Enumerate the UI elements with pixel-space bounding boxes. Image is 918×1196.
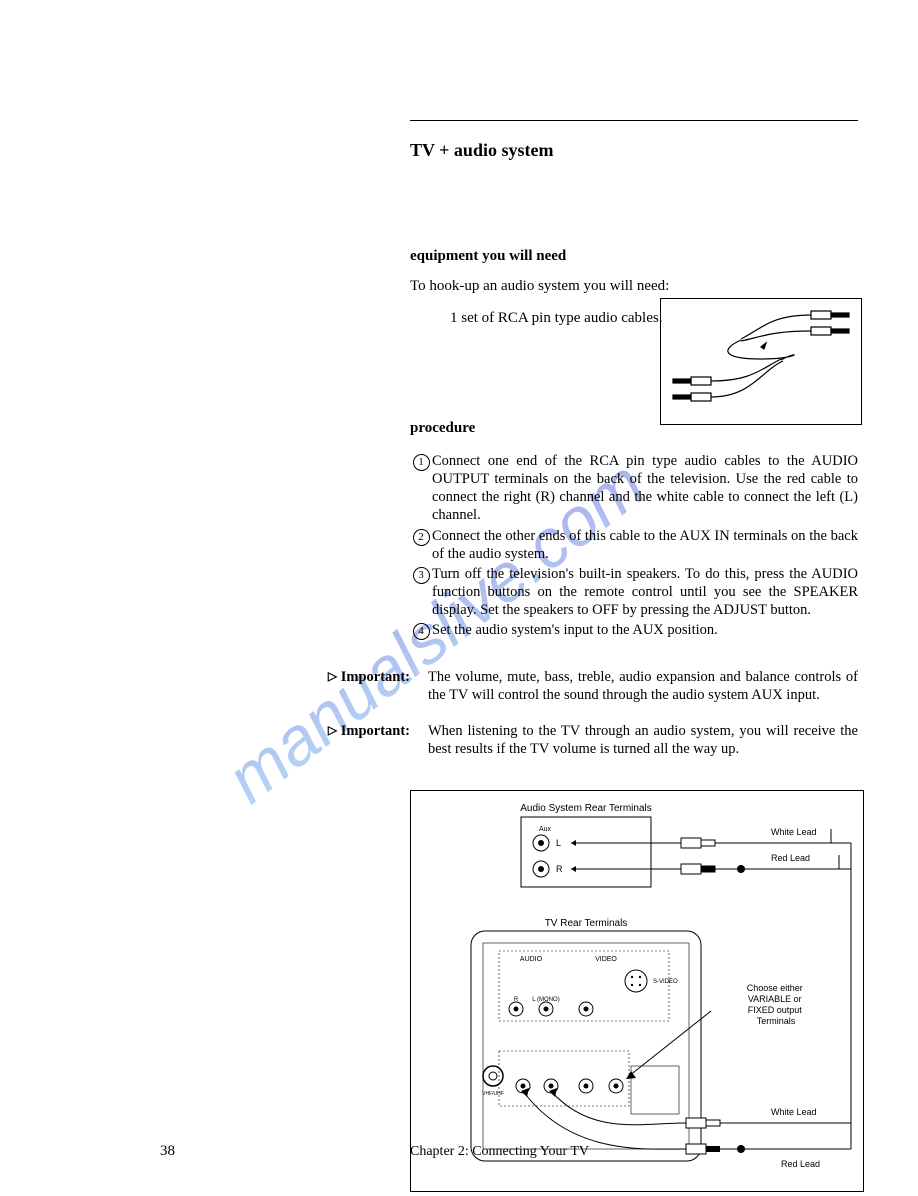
svg-text:AUDIO: AUDIO	[520, 956, 543, 963]
svg-text:L: L	[556, 838, 561, 848]
step-number-3: 3	[413, 567, 430, 584]
svg-text:L (MONO): L (MONO)	[532, 997, 559, 1003]
svg-text:VIDEO: VIDEO	[595, 956, 617, 963]
important-text-1: The volume, mute, bass, treble, audio ex…	[428, 668, 858, 704]
svg-text:Red Lead: Red Lead	[781, 1159, 820, 1169]
svg-text:TV Rear Terminals: TV Rear Terminals	[545, 918, 628, 929]
step-number-4: 4	[413, 623, 430, 640]
triangle-icon: ▷	[328, 723, 337, 737]
procedure-steps: 1 Connect one end of the RCA pin type au…	[410, 452, 858, 642]
svg-text:R: R	[556, 864, 563, 874]
important-note-2: ▷ Important: When listening to the TV th…	[300, 722, 858, 758]
equipment-item: 1 set of RCA pin type audio cables.	[450, 310, 662, 327]
svg-text:Red Lead: Red Lead	[771, 853, 810, 863]
svg-text:Choose either VARIABLE: Choose either VARIABLE or FIXED output T…	[747, 983, 806, 1026]
step-text-3: Turn off the television's built-in speak…	[432, 565, 858, 619]
svg-text:VHF/UHF: VHF/UHF	[482, 1091, 504, 1097]
svg-text:Audio System Rear Terminals: Audio System Rear Terminals	[520, 803, 652, 814]
svg-text:Aux: Aux	[539, 826, 552, 833]
svg-text:White Lead: White Lead	[771, 1107, 817, 1117]
svg-text:White Lead: White Lead	[771, 827, 817, 837]
important-note-1: ▷ Important: The volume, mute, bass, tre…	[300, 668, 858, 704]
equipment-heading: equipment you will need	[410, 248, 566, 265]
procedure-heading: procedure	[410, 420, 475, 437]
equipment-intro: To hook-up an audio system you will need…	[410, 278, 669, 295]
manual-page: manualslive.com TV + audio system equipm…	[0, 0, 918, 1188]
step-number-1: 1	[413, 454, 430, 471]
important-label-2: Important:	[341, 723, 410, 739]
step-1: 1 Connect one end of the RCA pin type au…	[410, 452, 858, 525]
section-title: TV + audio system	[410, 140, 553, 161]
step-text-2: Connect the other ends of this cable to …	[432, 527, 858, 563]
chapter-label: Chapter 2: Connecting Your TV	[410, 1144, 858, 1160]
step-text-1: Connect one end of the RCA pin type audi…	[432, 452, 858, 525]
important-label-1: Important:	[341, 669, 410, 685]
page-number: 38	[160, 1143, 175, 1160]
step-4: 4 Set the audio system's input to the AU…	[410, 621, 858, 640]
important-text-2: When listening to the TV through an audi…	[428, 722, 858, 758]
svg-text:S-VIDEO: S-VIDEO	[653, 979, 678, 985]
triangle-icon: ▷	[328, 669, 337, 683]
step-text-4: Set the audio system's input to the AUX …	[432, 621, 858, 640]
connection-diagram: Audio System Rear Terminals Aux L R Whit…	[410, 790, 864, 1192]
step-number-2: 2	[413, 529, 430, 546]
step-3: 3 Turn off the television's built-in spe…	[410, 565, 858, 619]
step-2: 2 Connect the other ends of this cable t…	[410, 527, 858, 563]
svg-text:R: R	[514, 997, 519, 1003]
rca-cable-illustration	[660, 298, 862, 425]
top-rule	[410, 120, 858, 121]
